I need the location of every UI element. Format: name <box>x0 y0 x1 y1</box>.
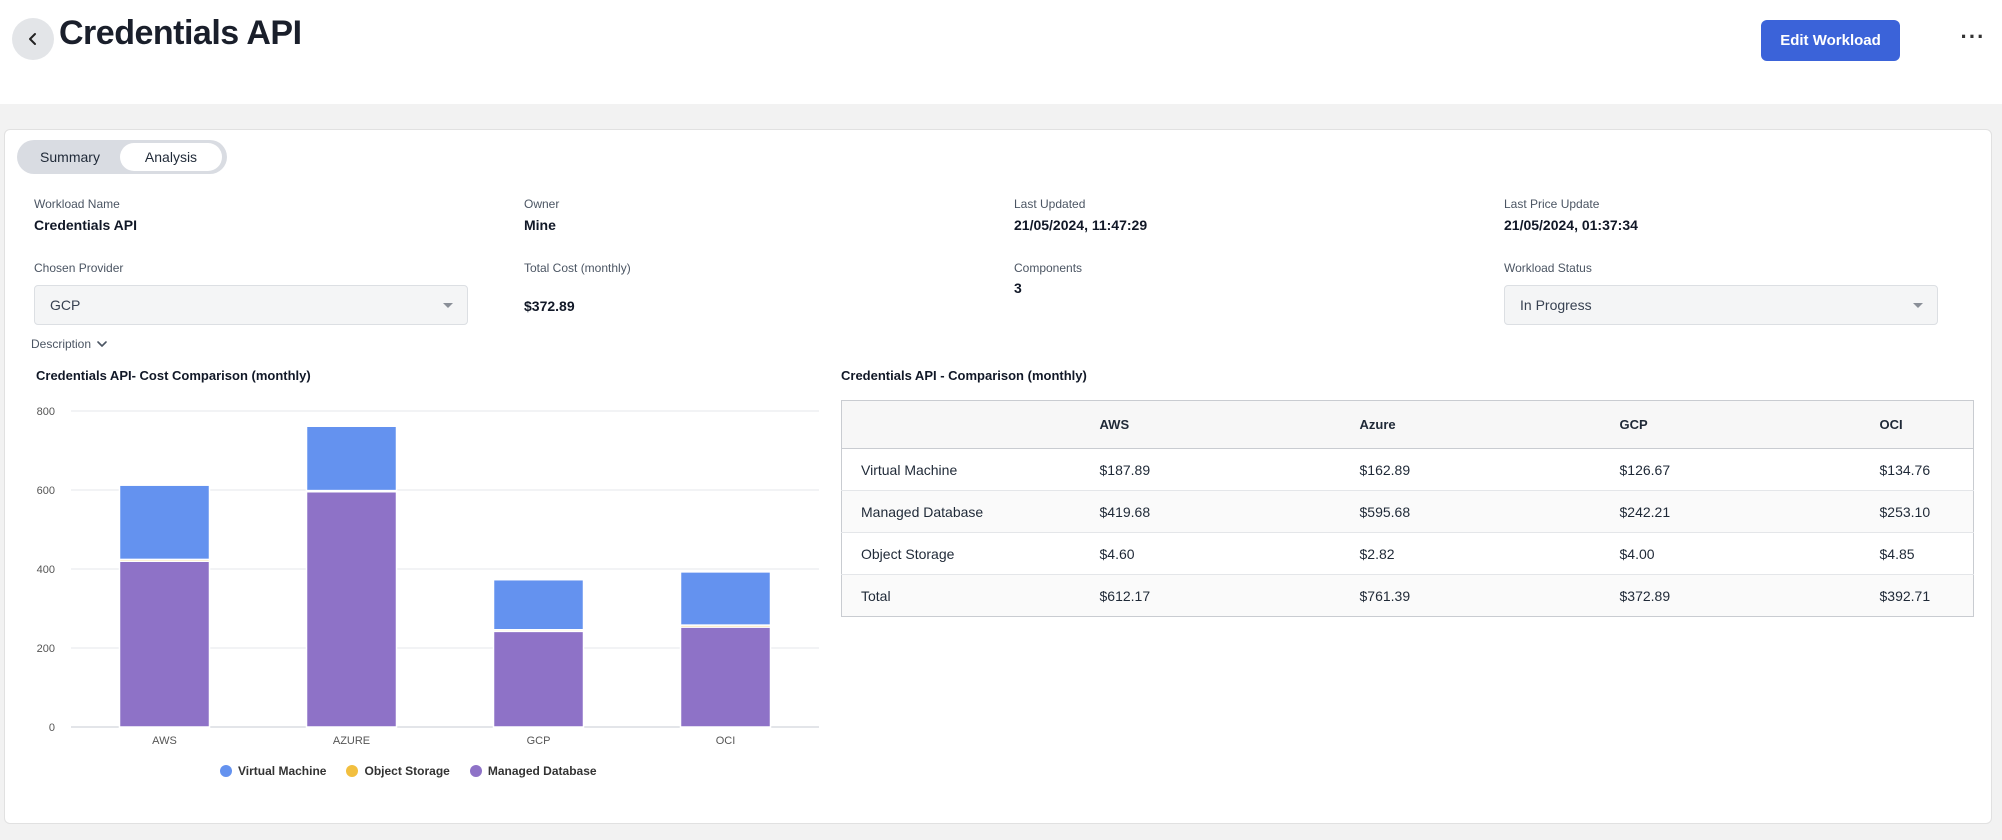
table-cell: $4.00 <box>1619 532 1880 575</box>
y-tick-label: 200 <box>37 643 55 655</box>
more-options-icon[interactable]: ··· <box>1960 24 1986 49</box>
last-price-update-value: 21/05/2024, 01:37:34 <box>1504 217 1638 233</box>
bar-segment <box>679 626 772 728</box>
legend-label: Object Storage <box>364 764 450 778</box>
legend-label: Managed Database <box>487 764 597 778</box>
table-header-row: AWS Azure GCP OCI <box>841 400 1974 449</box>
x-tick-label: OCI <box>716 735 736 747</box>
comparison-title: Credentials API - Comparison (monthly) <box>841 368 1087 383</box>
column-header: AWS <box>1099 400 1360 449</box>
table-row: Managed Database $419.68 $595.68 $242.21… <box>841 490 1974 533</box>
bar-segment <box>305 490 398 728</box>
chart-title: Credentials API- Cost Comparison (monthl… <box>36 368 311 383</box>
description-toggle[interactable]: Description <box>31 337 108 351</box>
cost-comparison-chart: 0 200 400 600 800 AWS AZURE GCP OCI <box>37 406 819 747</box>
table-cell: Total <box>841 574 1100 617</box>
column-header: OCI <box>1879 400 1974 449</box>
table-cell: $187.89 <box>1099 448 1360 491</box>
x-tick-label: AZURE <box>333 735 370 747</box>
table-cell: $4.85 <box>1879 532 1974 575</box>
table-cell: $419.68 <box>1099 490 1360 533</box>
legend-swatch <box>469 765 482 777</box>
table-cell: $162.89 <box>1359 448 1620 491</box>
last-updated-value: 21/05/2024, 11:47:29 <box>1014 217 1148 233</box>
owner-label: Owner <box>524 197 560 211</box>
edit-workload-button[interactable]: Edit Workload <box>1761 20 1900 61</box>
table-cell: $4.60 <box>1099 532 1360 575</box>
y-tick-label: 0 <box>49 722 55 734</box>
chosen-provider-value: GCP <box>50 297 81 313</box>
legend-item[interactable]: Object Storage <box>346 764 450 778</box>
workload-name-value: Credentials API <box>34 217 137 233</box>
chosen-provider-select[interactable]: GCP <box>34 285 468 325</box>
workload-status-value: In Progress <box>1520 297 1592 313</box>
column-header: Azure <box>1359 400 1620 449</box>
caret-down-icon <box>443 303 453 308</box>
chosen-provider-label: Chosen Provider <box>34 261 124 275</box>
legend-label: Virtual Machine <box>238 764 327 778</box>
back-button[interactable] <box>12 18 54 60</box>
bar-segment <box>492 578 585 631</box>
chart-legend: Virtual Machine Object Storage Managed D… <box>220 764 617 778</box>
table-cell: $392.71 <box>1879 574 1974 617</box>
column-header <box>841 400 1100 449</box>
y-tick-label: 800 <box>37 406 55 418</box>
table-cell: $242.21 <box>1619 490 1880 533</box>
comparison-table: AWS Azure GCP OCI Virtual Machine $187.8… <box>841 400 1974 617</box>
description-label: Description <box>31 337 92 351</box>
table-cell: $134.76 <box>1879 448 1974 491</box>
legend-item[interactable]: Managed Database <box>469 764 597 778</box>
total-cost-value: $372.89 <box>524 298 575 314</box>
legend-swatch <box>346 765 359 777</box>
table-cell: $126.67 <box>1619 448 1880 491</box>
y-tick-label: 600 <box>37 485 55 497</box>
x-tick-label: AWS <box>152 735 177 747</box>
workload-card: Summary Analysis Workload Name Credentia… <box>4 129 1992 824</box>
table-cell: $372.89 <box>1619 574 1880 617</box>
caret-down-icon <box>1913 303 1923 308</box>
tab-analysis[interactable]: Analysis <box>120 143 222 171</box>
workload-name-label: Workload Name <box>34 197 120 211</box>
table-cell: $595.68 <box>1359 490 1620 533</box>
table-cell: $612.17 <box>1099 574 1360 617</box>
bar-segment <box>492 630 585 728</box>
tab-summary[interactable]: Summary <box>40 149 100 165</box>
chevron-left-icon <box>29 33 36 45</box>
components-value: 3 <box>1014 280 1022 296</box>
table-cell: Managed Database <box>841 490 1100 533</box>
table-cell: $2.82 <box>1359 532 1620 575</box>
table-row-total: Total $612.17 $761.39 $372.89 $392.71 <box>841 574 1974 617</box>
workload-status-select[interactable]: In Progress <box>1504 285 1938 325</box>
table-cell: $761.39 <box>1359 574 1620 617</box>
bar-segment <box>118 484 211 561</box>
table-cell: $253.10 <box>1879 490 1974 533</box>
page-title: Credentials API <box>59 14 302 52</box>
components-label: Components <box>1014 261 1083 275</box>
owner-value: Mine <box>524 217 556 233</box>
view-switch: Summary Analysis <box>17 140 227 174</box>
column-header: GCP <box>1619 400 1880 449</box>
top-bar: Credentials API Edit Workload ··· <box>0 0 2002 104</box>
y-tick-label: 400 <box>37 564 55 576</box>
legend-swatch <box>220 765 232 777</box>
bar-segment <box>305 425 398 492</box>
chevron-down-icon <box>97 341 107 347</box>
table-cell: Object Storage <box>841 532 1100 575</box>
bar-segment <box>118 560 211 728</box>
legend-item[interactable]: Virtual Machine <box>220 764 326 778</box>
x-tick-label: GCP <box>527 735 551 747</box>
last-price-update-label: Last Price Update <box>1504 197 1600 211</box>
workload-status-label: Workload Status <box>1504 261 1592 275</box>
table-row: Virtual Machine $187.89 $162.89 $126.67 … <box>841 448 1974 491</box>
total-cost-label: Total Cost (monthly) <box>524 261 631 275</box>
table-cell: Virtual Machine <box>841 448 1100 491</box>
last-updated-label: Last Updated <box>1014 197 1086 211</box>
table-row: Object Storage $4.60 $2.82 $4.00 $4.85 <box>841 532 1974 575</box>
bar-segment <box>679 571 772 626</box>
